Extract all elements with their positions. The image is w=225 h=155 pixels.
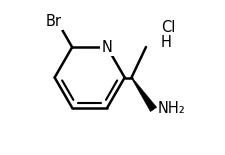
Polygon shape xyxy=(131,77,157,112)
Text: Cl: Cl xyxy=(161,20,175,35)
Text: Br: Br xyxy=(46,14,62,29)
Text: NH₂: NH₂ xyxy=(158,101,185,116)
Text: N: N xyxy=(102,40,112,55)
Text: H: H xyxy=(161,35,172,50)
